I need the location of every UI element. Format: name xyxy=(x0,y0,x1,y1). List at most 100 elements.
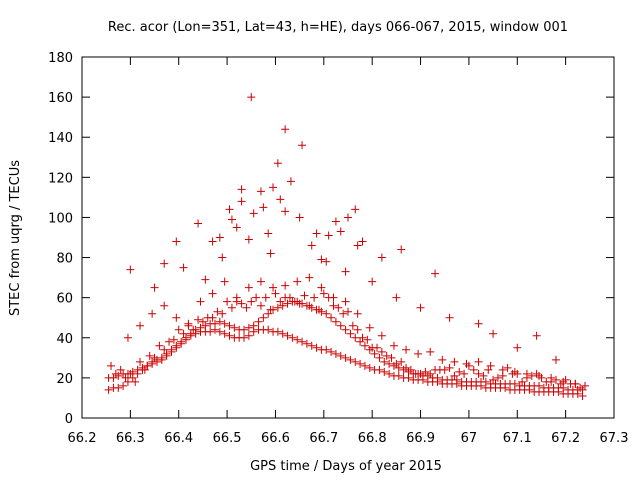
data-point xyxy=(256,301,265,310)
data-point xyxy=(489,375,498,384)
data-point xyxy=(365,363,374,372)
data-point xyxy=(353,325,362,334)
data-point xyxy=(518,377,527,386)
data-point xyxy=(339,309,348,318)
data-point xyxy=(353,309,362,318)
data-point xyxy=(104,385,113,394)
data-point xyxy=(286,177,295,186)
data-point xyxy=(360,341,369,350)
data-point xyxy=(213,307,222,316)
data-point xyxy=(481,377,490,386)
data-point xyxy=(259,203,268,212)
data-point xyxy=(109,373,118,382)
data-point xyxy=(341,353,350,362)
data-point xyxy=(220,277,229,286)
data-point xyxy=(394,363,403,372)
x-tick-label: 66.8 xyxy=(358,431,387,446)
data-point xyxy=(348,321,357,330)
data-point xyxy=(281,125,290,134)
data-point xyxy=(264,325,273,334)
data-point xyxy=(346,329,355,338)
data-point xyxy=(580,381,589,390)
data-point xyxy=(162,349,171,358)
data-point xyxy=(331,217,340,226)
data-point xyxy=(503,363,512,372)
data-point xyxy=(261,293,270,302)
data-point xyxy=(252,293,261,302)
data-point xyxy=(389,341,398,350)
data-point xyxy=(264,309,273,318)
data-point xyxy=(285,293,294,302)
data-point xyxy=(377,253,386,262)
data-point xyxy=(107,361,116,370)
data-point xyxy=(431,365,440,374)
data-point xyxy=(111,369,120,378)
data-point xyxy=(319,289,328,298)
data-point xyxy=(547,373,556,382)
data-point xyxy=(452,375,461,384)
data-point xyxy=(551,375,560,384)
data-point xyxy=(406,365,415,374)
data-point xyxy=(513,343,522,352)
data-point xyxy=(230,323,239,332)
data-point xyxy=(247,93,256,102)
data-point xyxy=(375,365,384,374)
data-point xyxy=(392,359,401,368)
data-point xyxy=(576,383,585,392)
data-point xyxy=(365,323,374,332)
data-point xyxy=(344,213,352,222)
x-tick-label: 66.3 xyxy=(116,431,145,446)
data-point xyxy=(244,331,253,340)
data-point xyxy=(571,379,580,388)
data-point xyxy=(208,289,217,298)
data-point xyxy=(114,383,123,392)
data-point xyxy=(445,313,454,322)
data-point xyxy=(278,301,287,310)
data-point xyxy=(493,373,502,382)
data-point xyxy=(131,377,140,386)
data-point xyxy=(295,213,304,222)
data-point xyxy=(121,373,130,382)
data-point xyxy=(341,297,350,306)
x-tick-label: 67.2 xyxy=(551,431,580,446)
data-point xyxy=(160,259,169,268)
data-point xyxy=(266,305,275,314)
data-point xyxy=(179,263,188,272)
data-point xyxy=(223,297,232,306)
data-point xyxy=(276,195,285,204)
data-point xyxy=(363,335,372,344)
data-point xyxy=(402,345,411,354)
data-point xyxy=(145,351,154,360)
data-point xyxy=(382,351,391,360)
data-point xyxy=(242,303,251,312)
data-point xyxy=(414,349,423,358)
data-point xyxy=(426,347,435,356)
data-point xyxy=(237,185,246,194)
data-point xyxy=(256,277,265,286)
data-point xyxy=(136,357,145,366)
data-point xyxy=(351,333,360,342)
y-tick-label: 0 xyxy=(65,412,73,427)
data-point xyxy=(368,277,377,286)
data-point xyxy=(249,209,258,218)
y-tick-label: 160 xyxy=(48,91,73,106)
y-tick-label: 140 xyxy=(48,131,73,146)
data-point xyxy=(312,343,321,352)
data-point xyxy=(218,309,227,318)
data-point xyxy=(157,353,166,362)
data-point xyxy=(206,327,215,336)
data-point xyxy=(283,331,292,340)
data-point xyxy=(172,341,181,350)
data-point xyxy=(249,321,258,330)
data-point xyxy=(353,241,362,250)
y-tick-label: 60 xyxy=(56,292,73,307)
data-point xyxy=(375,353,384,362)
data-point xyxy=(397,245,406,254)
y-tick-label: 100 xyxy=(48,211,73,226)
data-point xyxy=(220,329,229,338)
data-point xyxy=(474,319,483,328)
data-point xyxy=(431,269,440,278)
data-point xyxy=(302,339,311,348)
data-point xyxy=(189,325,198,334)
data-point xyxy=(227,215,236,224)
